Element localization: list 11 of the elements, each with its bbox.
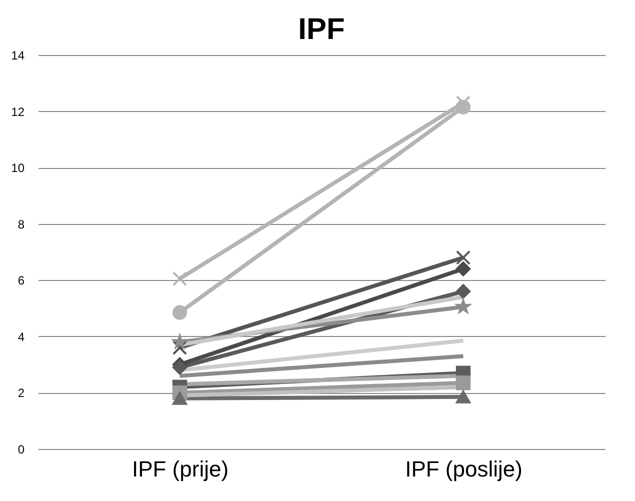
y-tick-label: 14 xyxy=(11,48,25,62)
y-tick-label: 4 xyxy=(18,330,25,344)
y-tick-label: 8 xyxy=(18,217,25,232)
x-tick-label: IPF (poslije) xyxy=(405,456,522,482)
y-tick-label: 0 xyxy=(18,442,25,456)
y-tick-label: 6 xyxy=(18,274,25,288)
chart-title: IPF xyxy=(298,13,345,46)
y-tick-label: 10 xyxy=(11,161,25,176)
y-tick-label: 12 xyxy=(11,104,25,119)
x-tick-label: IPF (prije) xyxy=(132,456,229,482)
y-tick-label: 2 xyxy=(18,386,25,400)
